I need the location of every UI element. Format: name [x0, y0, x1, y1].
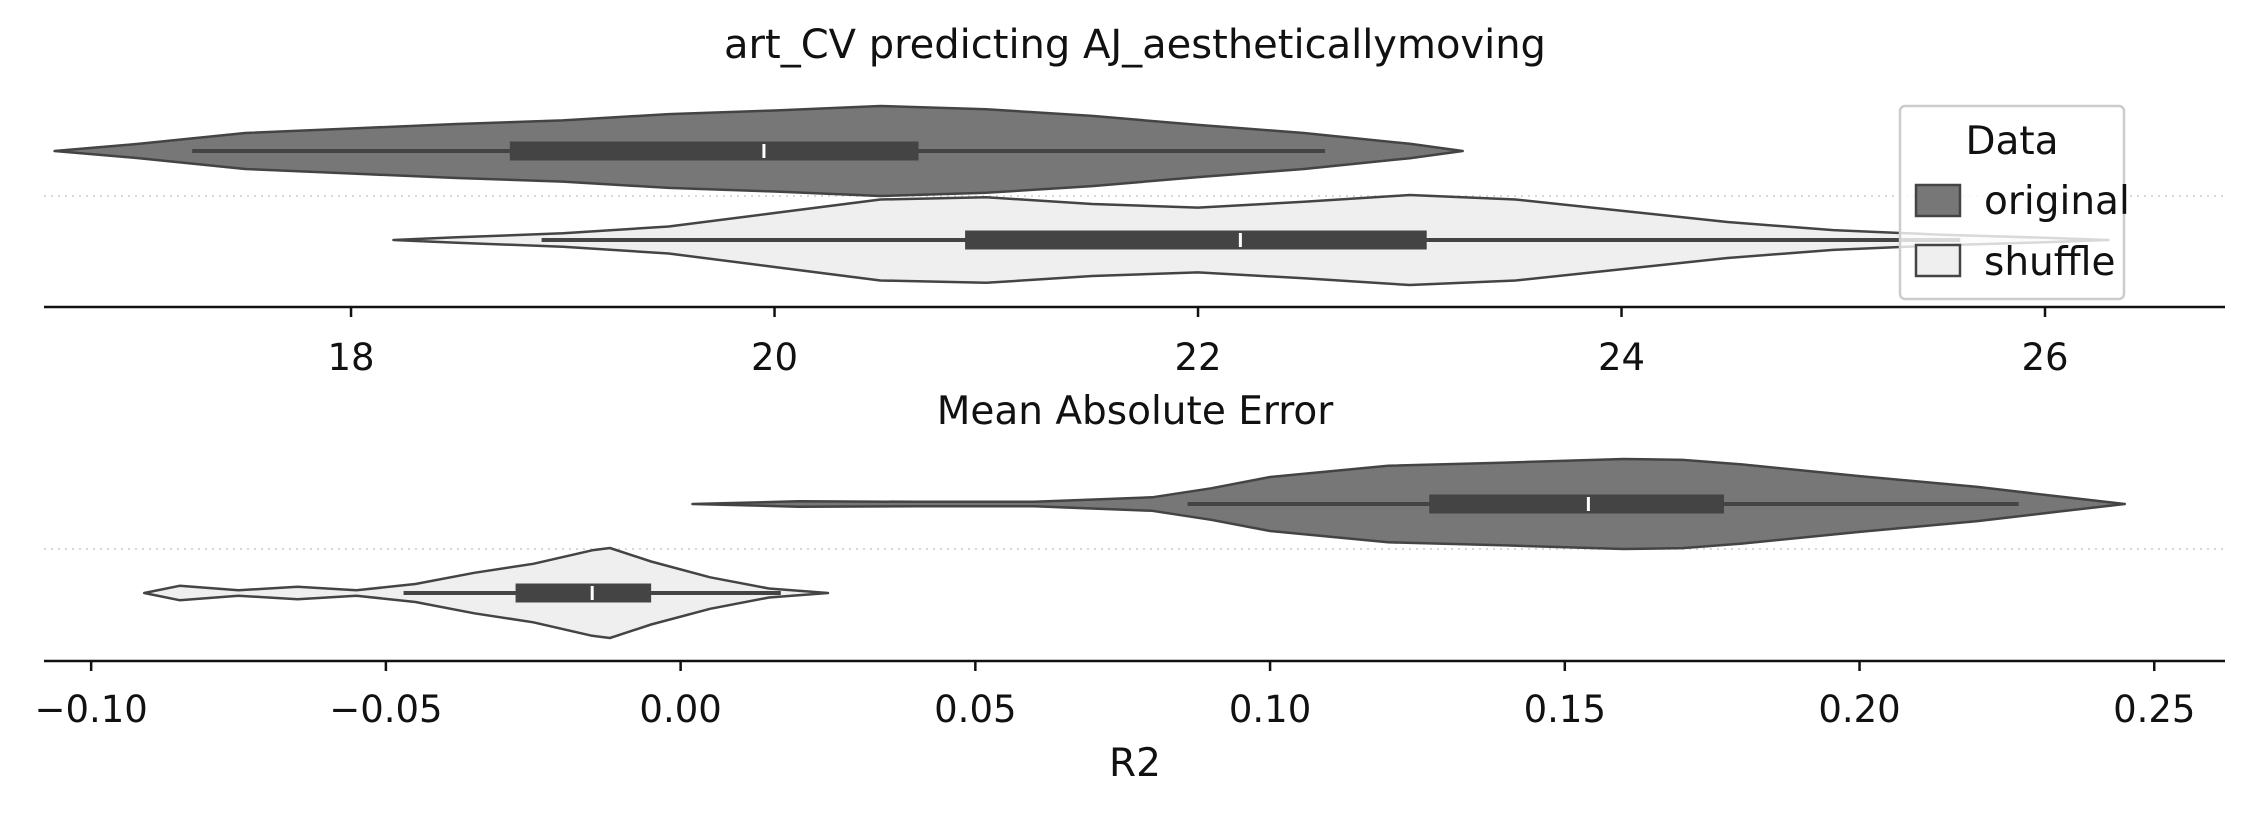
chart-title: art_CV predicting AJ_aestheticallymoving	[724, 22, 1546, 68]
x-tick-label: 0.25	[2113, 688, 2195, 731]
legend-label-shuffle: shuffle	[1984, 240, 2115, 285]
x-tick-label: 0.15	[1524, 688, 1606, 731]
panel-1: −0.10 −0.05 0.00 0.05 0.10 0.15 0.20 0.25	[34, 457, 2225, 731]
x-tick-label: 0.10	[1229, 688, 1311, 731]
iqr-box-original	[1429, 494, 1724, 514]
x-axis-label-bottom: R2	[1109, 741, 1161, 786]
x-tick-label: 18	[327, 336, 374, 379]
legend-swatch-original	[1914, 183, 1962, 218]
legend-title: Data	[1965, 119, 2058, 164]
x-axis-label-top: Mean Absolute Error	[937, 389, 1335, 434]
x-tick-label: −0.10	[34, 688, 147, 731]
iqr-box-original	[509, 141, 919, 161]
x-tick-label: 0.00	[639, 688, 721, 731]
panel-0: 18 20 22 24 26	[44, 104, 2225, 379]
x-tick-label: 20	[751, 336, 798, 379]
x-tick-label: 26	[2021, 336, 2068, 379]
iqr-box-shuffle	[965, 230, 1427, 250]
iqr-box-shuffle	[515, 583, 652, 603]
legend-swatch-shuffle	[1914, 243, 1962, 278]
x-tick-label: 0.05	[934, 688, 1016, 731]
x-tick-label: 0.20	[1818, 688, 1900, 731]
legend: Data original shuffle	[1898, 104, 2130, 301]
x-tick-label: 24	[1598, 336, 1645, 379]
legend-label-original: original	[1984, 179, 2130, 224]
x-tick-label: −0.05	[329, 688, 442, 731]
x-tick-label: 22	[1174, 336, 1221, 379]
